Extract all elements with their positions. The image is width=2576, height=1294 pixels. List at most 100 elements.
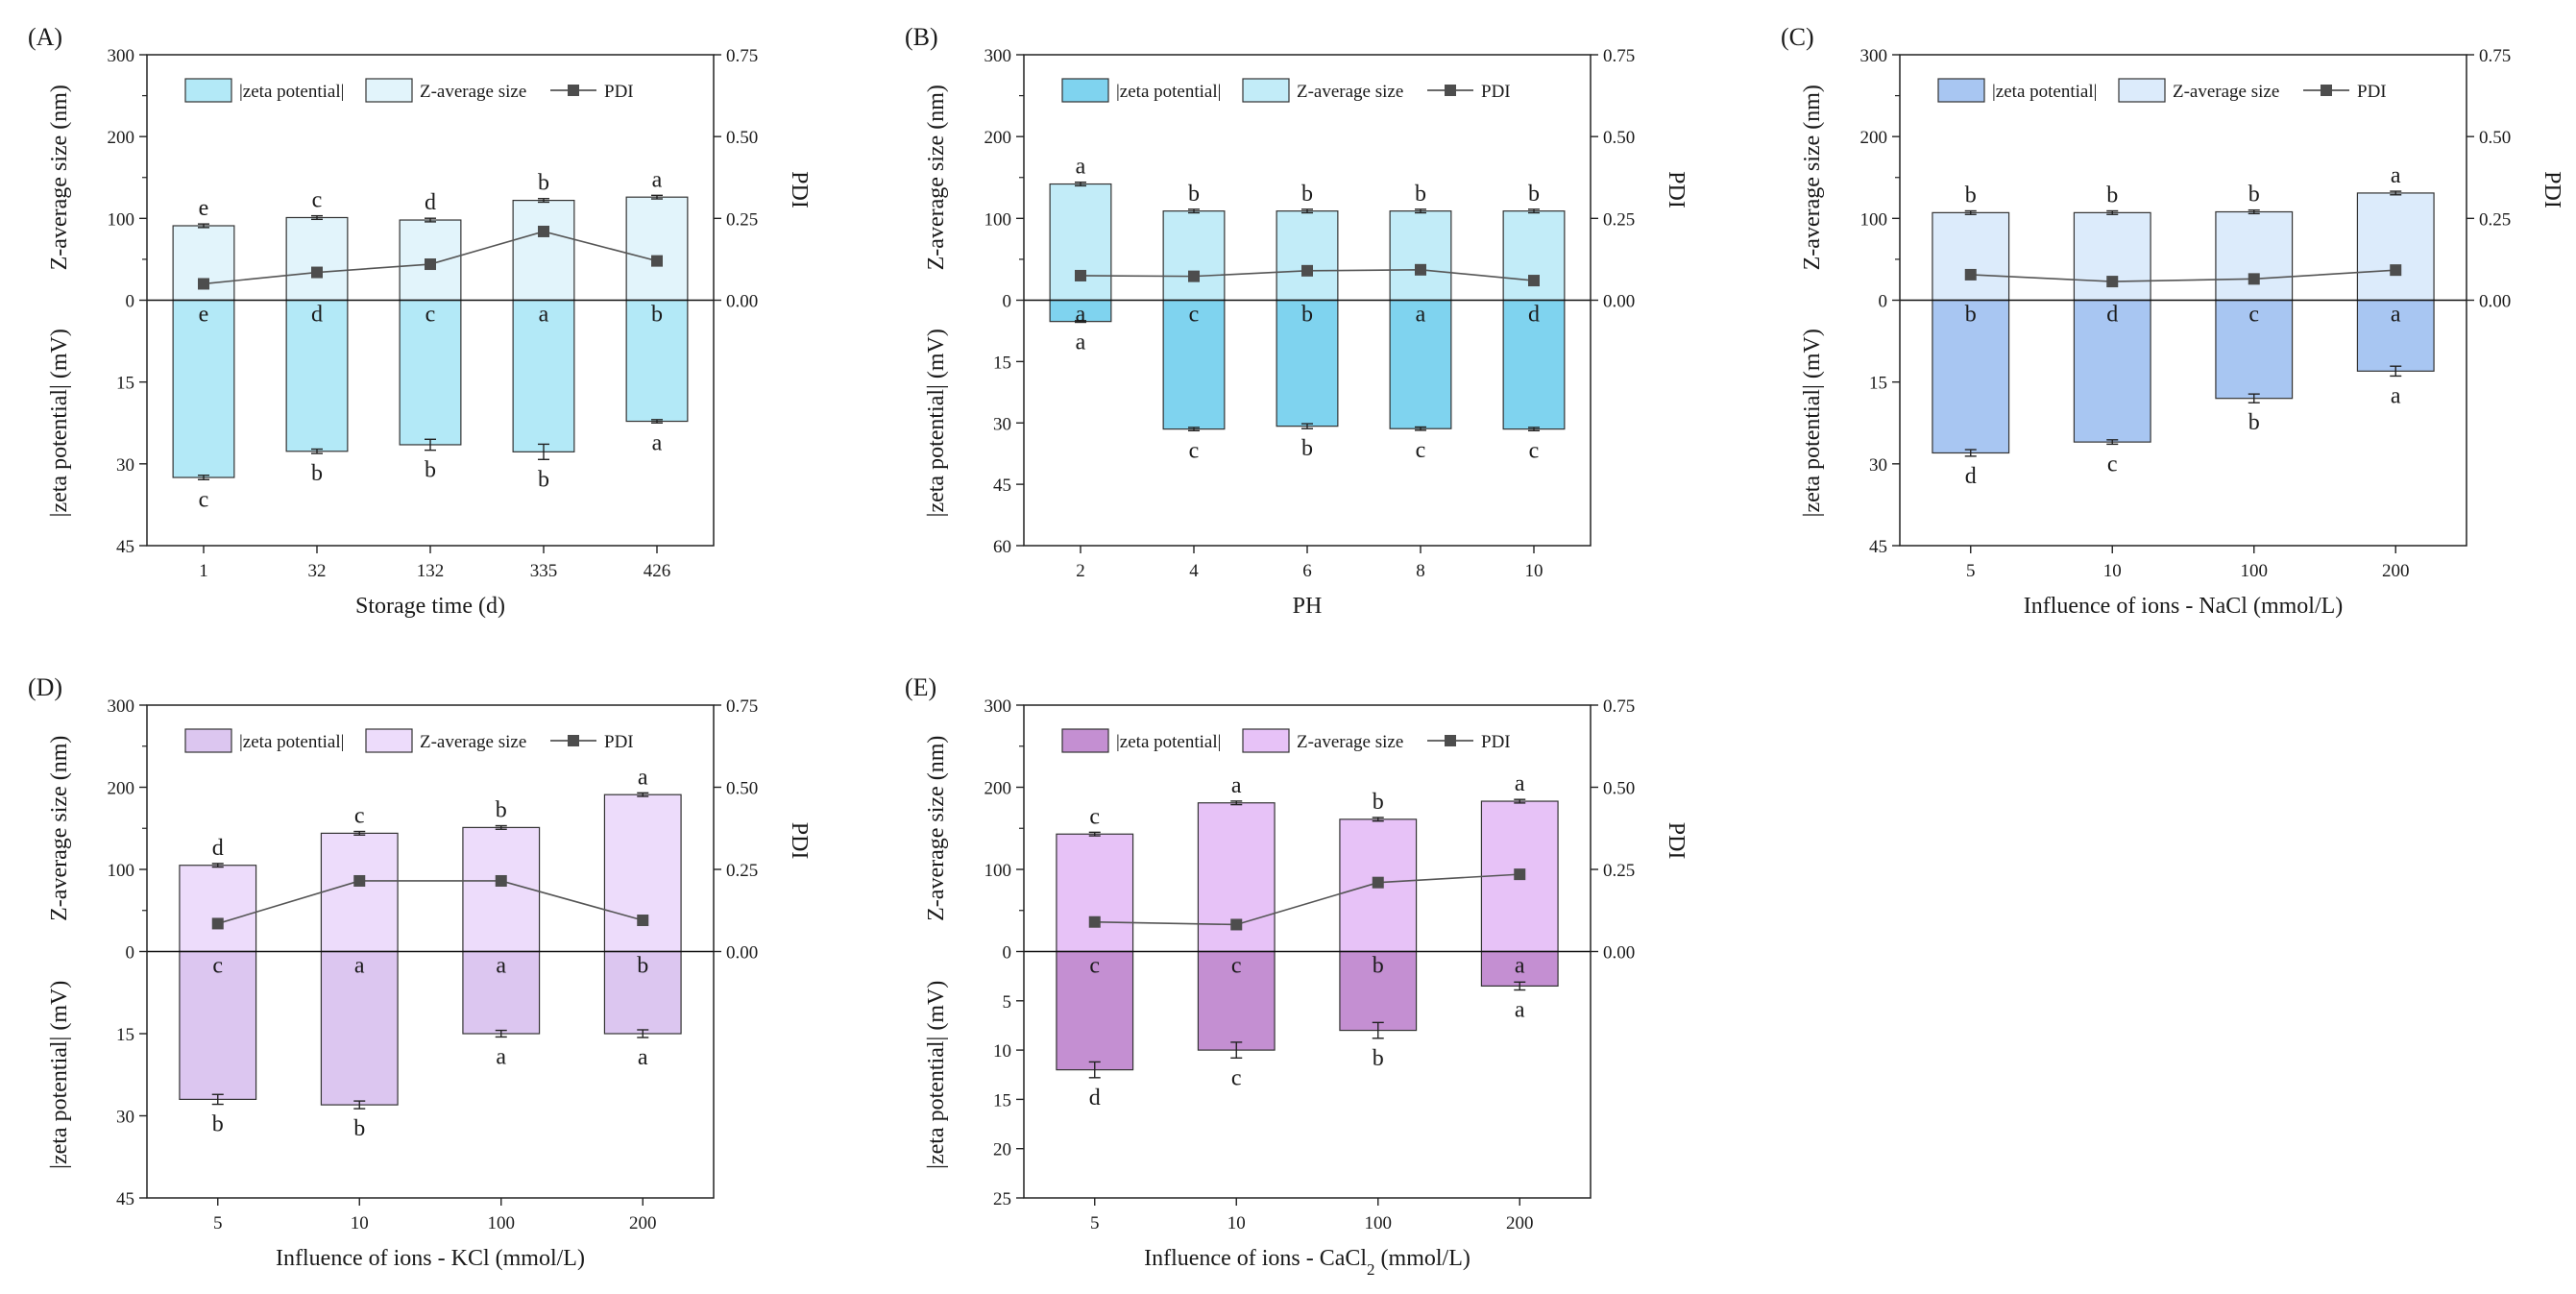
size-letter: c — [354, 804, 365, 829]
y-tick-label: 30 — [116, 455, 134, 476]
pdi-line — [1970, 269, 2396, 282]
pdi-line — [1094, 873, 1520, 926]
pdi-marker — [1188, 270, 1200, 282]
zeta-bar — [179, 950, 257, 1100]
y-tick-label: 0 — [126, 292, 135, 312]
y-axis-label-pdi: PDI — [2540, 171, 2564, 208]
y-tick-label: 30 — [1869, 455, 1887, 476]
y-tick-label: 20 — [993, 1140, 1011, 1160]
pdi-letter: c — [1089, 954, 1100, 979]
size-letter: b — [538, 171, 549, 196]
size-bar — [2215, 210, 2294, 302]
panel-label: (A) — [28, 23, 62, 51]
x-tick-label: 5 — [1090, 1213, 1100, 1233]
size-bar — [285, 216, 349, 302]
zeta-letter: a — [2391, 383, 2401, 408]
zeta-letter: a — [652, 430, 663, 455]
size-letter: b — [496, 798, 507, 823]
pdi-marker — [1230, 918, 1243, 931]
x-tick-label: 5 — [213, 1213, 223, 1233]
x-tick-label: 426 — [644, 561, 671, 581]
y-tick-label: 300 — [1860, 46, 1888, 66]
y-axis-label-size: Z-average size (nm) — [924, 85, 949, 270]
panel-label: (C) — [1781, 23, 1814, 51]
pdi-marker — [1415, 263, 1426, 276]
zeta-bar — [1502, 299, 1566, 430]
pdi-tick-label: 0.00 — [1603, 292, 1635, 312]
y-tick-label: 5 — [1003, 992, 1012, 1013]
pdi-letter: b — [1965, 303, 1977, 328]
pdi-letter: d — [311, 303, 323, 328]
pdi-marker — [1301, 264, 1313, 277]
zeta-bar — [512, 299, 575, 452]
x-tick-label: 32 — [308, 561, 327, 581]
size-bar — [1932, 211, 2010, 302]
y-tick-label: 15 — [116, 1025, 134, 1045]
legend-label-size: Z-average size — [420, 82, 526, 102]
y-tick-label: 300 — [108, 696, 135, 717]
legend: |zeta potential| Z-average size PDI — [184, 78, 634, 103]
pdi-letter: a — [2391, 303, 2401, 328]
y-tick-label: 25 — [993, 1189, 1011, 1209]
zeta-bar — [1389, 299, 1452, 429]
x-axis-label: Influence of ions - NaCl (mmol/L) — [2024, 594, 2344, 619]
zeta-letter: a — [638, 1045, 648, 1070]
size-bar — [462, 826, 541, 953]
zeta-letter: c — [1189, 438, 1200, 463]
pdi-tick-label: 0.25 — [1603, 209, 1635, 230]
legend-marker-pdi — [1445, 85, 1456, 96]
zeta-bar — [320, 950, 399, 1106]
zeta-bar — [1162, 299, 1226, 430]
pdi-marker — [425, 258, 436, 271]
pdi-marker — [1528, 275, 1540, 287]
pdi-marker — [1514, 868, 1526, 881]
legend-swatch-size — [1242, 78, 1290, 103]
pdi-marker — [495, 874, 507, 887]
pdi-letter: d — [1528, 303, 1540, 328]
y-tick-label: 0 — [1003, 292, 1012, 312]
pdi-letter: a — [496, 954, 506, 979]
y-axis-label-pdi: PDI — [1664, 822, 1689, 860]
size-bar — [1056, 833, 1134, 953]
y-axis-label-zeta: |zeta potential| (mV) — [1800, 329, 1825, 517]
size-bar — [625, 196, 689, 302]
y-tick-label: 30 — [993, 414, 1011, 434]
zeta-letter: b — [353, 1116, 365, 1141]
y-axis-label-size: Z-average size (nm) — [924, 736, 949, 921]
size-letter: a — [652, 167, 663, 192]
zeta-letter: c — [1231, 1065, 1242, 1090]
pdi-letter: c — [212, 954, 223, 979]
y-tick-label: 200 — [108, 128, 135, 148]
zeta-letter: b — [212, 1112, 224, 1137]
size-bar — [512, 199, 575, 302]
y-tick-label: 100 — [1860, 209, 1888, 230]
pdi-marker — [651, 255, 663, 267]
size-bar — [1389, 210, 1452, 302]
legend-swatch-size — [365, 78, 413, 103]
y-tick-label: 200 — [1860, 128, 1888, 148]
y-tick-label: 0 — [1879, 292, 1888, 312]
legend-label-size: Z-average size — [1297, 82, 1403, 102]
x-tick-label: 100 — [488, 1213, 516, 1233]
size-letter: b — [1965, 183, 1977, 208]
y-tick-label: 300 — [108, 46, 135, 66]
pdi-letter: b — [651, 303, 663, 328]
pdi-tick-label: 0.50 — [726, 779, 758, 799]
pdi-letter: b — [637, 954, 648, 979]
y-tick-label: 300 — [984, 46, 1012, 66]
pdi-line — [217, 880, 644, 925]
pdi-tick-label: 0.25 — [726, 209, 758, 230]
size-letter: a — [2391, 163, 2401, 188]
zeta-bar — [285, 299, 349, 452]
zeta-letter: b — [425, 458, 436, 483]
y-axis-label-zeta: |zeta potential| (mV) — [924, 329, 949, 517]
y-axis-label-pdi: PDI — [787, 822, 812, 860]
size-letter: c — [1089, 804, 1100, 829]
y-tick-label: 30 — [116, 1108, 134, 1128]
y-axis-label-zeta: |zeta potential| (mV) — [924, 981, 949, 1169]
legend-marker-pdi — [2321, 85, 2332, 96]
y-tick-label: 200 — [984, 128, 1012, 148]
legend-swatch-zeta — [184, 728, 232, 753]
pdi-tick-label: 0.50 — [1603, 779, 1635, 799]
pdi-tick-label: 0.25 — [726, 861, 758, 881]
